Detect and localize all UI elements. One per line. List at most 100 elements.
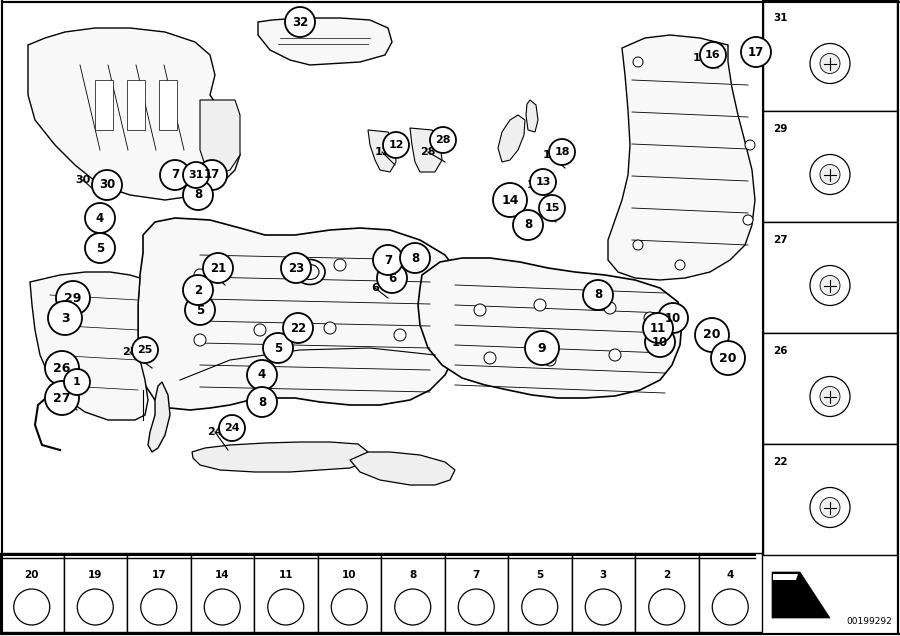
- Circle shape: [711, 341, 745, 375]
- Circle shape: [549, 139, 575, 165]
- Text: 28: 28: [420, 147, 436, 157]
- Text: 26: 26: [53, 361, 71, 375]
- Text: 27: 27: [53, 392, 71, 404]
- Circle shape: [810, 488, 850, 527]
- FancyBboxPatch shape: [763, 111, 897, 222]
- Text: 1: 1: [73, 377, 81, 387]
- Text: 17: 17: [204, 169, 220, 181]
- Text: 7: 7: [472, 570, 480, 580]
- FancyBboxPatch shape: [572, 553, 635, 632]
- Circle shape: [604, 302, 616, 314]
- Circle shape: [810, 43, 850, 83]
- Circle shape: [77, 589, 113, 625]
- Text: 17: 17: [151, 570, 166, 580]
- Circle shape: [247, 360, 277, 390]
- Circle shape: [743, 215, 753, 225]
- Text: 18: 18: [554, 147, 570, 157]
- Circle shape: [633, 57, 643, 67]
- Circle shape: [430, 127, 456, 153]
- Circle shape: [400, 243, 430, 273]
- Text: 16: 16: [692, 53, 707, 63]
- Text: 19: 19: [88, 570, 103, 580]
- Text: 10: 10: [342, 570, 356, 580]
- Text: 31: 31: [773, 13, 788, 23]
- Polygon shape: [148, 382, 170, 452]
- Text: 3: 3: [599, 570, 607, 580]
- Circle shape: [377, 263, 407, 293]
- FancyBboxPatch shape: [191, 553, 254, 632]
- Circle shape: [185, 295, 215, 325]
- Circle shape: [810, 377, 850, 417]
- Circle shape: [194, 334, 206, 346]
- Text: 8: 8: [411, 251, 419, 265]
- Text: 5: 5: [96, 242, 104, 254]
- Circle shape: [820, 497, 840, 518]
- Circle shape: [695, 318, 729, 352]
- Polygon shape: [200, 100, 240, 175]
- Text: 11: 11: [650, 322, 666, 335]
- Ellipse shape: [301, 265, 319, 279]
- Circle shape: [675, 260, 685, 270]
- FancyBboxPatch shape: [0, 553, 64, 632]
- Text: 4: 4: [726, 570, 734, 580]
- Circle shape: [64, 369, 90, 395]
- Text: 8: 8: [524, 219, 532, 232]
- Text: 15: 15: [544, 203, 560, 213]
- Circle shape: [395, 589, 431, 625]
- Polygon shape: [159, 80, 177, 130]
- Text: 13: 13: [526, 180, 542, 190]
- Circle shape: [715, 53, 725, 63]
- Circle shape: [373, 245, 403, 275]
- Circle shape: [160, 160, 190, 190]
- Circle shape: [268, 589, 304, 625]
- Text: 6: 6: [371, 283, 379, 293]
- Circle shape: [700, 42, 726, 68]
- Text: 15: 15: [537, 205, 553, 215]
- Polygon shape: [772, 572, 830, 618]
- FancyBboxPatch shape: [635, 553, 698, 632]
- Text: 13: 13: [536, 177, 551, 187]
- Circle shape: [810, 265, 850, 305]
- Circle shape: [85, 233, 115, 263]
- Text: 20: 20: [24, 570, 39, 580]
- FancyBboxPatch shape: [763, 333, 897, 444]
- Polygon shape: [350, 452, 455, 485]
- Circle shape: [633, 240, 643, 250]
- Text: 2: 2: [663, 570, 670, 580]
- Polygon shape: [28, 28, 240, 200]
- FancyBboxPatch shape: [763, 222, 897, 333]
- Text: 31: 31: [188, 170, 203, 180]
- Circle shape: [324, 322, 336, 334]
- Text: 8: 8: [194, 188, 202, 202]
- Circle shape: [183, 180, 213, 210]
- Text: 32: 32: [292, 15, 308, 29]
- FancyBboxPatch shape: [381, 553, 445, 632]
- Circle shape: [383, 132, 409, 158]
- Text: 25: 25: [122, 347, 138, 357]
- Polygon shape: [498, 115, 525, 162]
- Circle shape: [544, 354, 556, 366]
- Polygon shape: [138, 218, 465, 410]
- Text: 10: 10: [665, 312, 681, 324]
- Circle shape: [92, 170, 122, 200]
- Polygon shape: [192, 442, 368, 472]
- Circle shape: [204, 589, 240, 625]
- FancyBboxPatch shape: [445, 553, 508, 632]
- Text: 29: 29: [64, 291, 82, 305]
- Circle shape: [810, 155, 850, 195]
- Circle shape: [513, 210, 543, 240]
- Text: 4: 4: [258, 368, 266, 382]
- Circle shape: [649, 589, 685, 625]
- Circle shape: [283, 313, 313, 343]
- Circle shape: [203, 253, 233, 283]
- Circle shape: [474, 304, 486, 316]
- Text: 5: 5: [196, 303, 204, 317]
- FancyBboxPatch shape: [508, 553, 572, 632]
- Text: 9: 9: [537, 342, 546, 354]
- Circle shape: [394, 329, 406, 341]
- Circle shape: [331, 589, 367, 625]
- Text: 7: 7: [384, 254, 392, 266]
- Polygon shape: [526, 100, 538, 132]
- Text: 18: 18: [542, 150, 558, 160]
- Text: 8: 8: [410, 570, 417, 580]
